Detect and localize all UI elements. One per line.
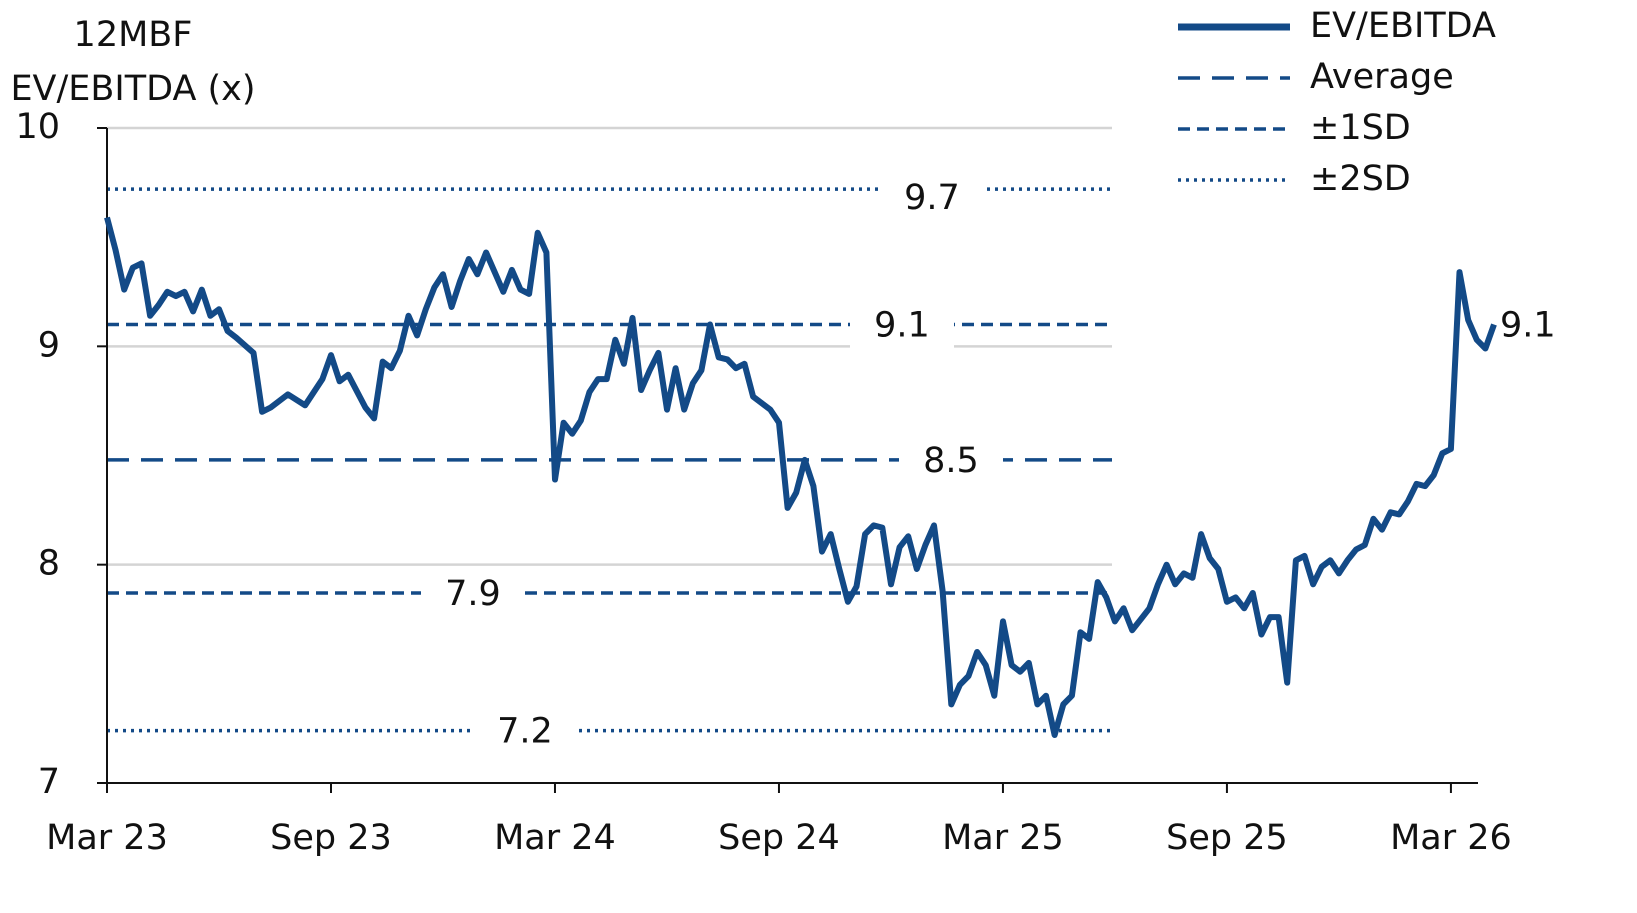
end-label: 9.1 xyxy=(1500,306,1556,346)
label-background xyxy=(473,706,577,755)
y-tick-label: 9 xyxy=(38,325,60,365)
x-tick-label: Mar 25 xyxy=(942,818,1064,858)
y-tick-label: 10 xyxy=(15,107,60,147)
x-tick-label: Sep 24 xyxy=(718,818,840,858)
legend-label: Average xyxy=(1310,57,1454,97)
x-tick-label: Mar 26 xyxy=(1390,818,1512,858)
label-background xyxy=(421,569,525,618)
y-axis-label: 12MBF xyxy=(74,15,193,55)
reference-label: 9.7 xyxy=(904,178,960,218)
label-background xyxy=(850,300,954,349)
reference-label: 9.1 xyxy=(874,306,930,346)
legend-label: EV/EBITDA xyxy=(1310,6,1496,46)
reference-label: 7.9 xyxy=(445,574,501,614)
x-tick-label: Sep 25 xyxy=(1166,818,1288,858)
label-background xyxy=(899,435,1003,484)
reference-label: 7.2 xyxy=(497,712,553,752)
y-tick-label: 8 xyxy=(38,544,60,584)
x-tick-label: Sep 23 xyxy=(270,818,392,858)
line-series xyxy=(104,216,1497,738)
x-tick-label: Mar 23 xyxy=(46,818,168,858)
legend-label: ±1SD xyxy=(1310,108,1411,148)
label-background xyxy=(880,165,984,214)
y-axis-label: EV/EBITDA (x) xyxy=(10,69,255,109)
x-tick-label: Mar 24 xyxy=(494,818,616,858)
y-tick-label: 7 xyxy=(38,762,60,802)
reference-label: 8.5 xyxy=(923,441,979,481)
legend-label: ±2SD xyxy=(1310,159,1411,199)
